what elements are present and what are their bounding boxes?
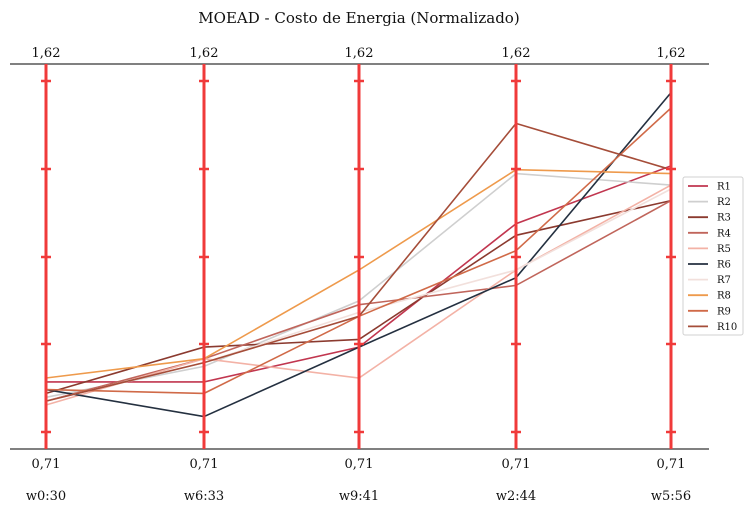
legend-label: R9	[717, 306, 731, 317]
axis-name-label: w0:30	[26, 489, 66, 504]
legend-label: R8	[717, 291, 731, 302]
legend-label: R3	[717, 213, 731, 224]
axis-name-label: w2:44	[496, 489, 536, 504]
legend-label: R4	[717, 228, 731, 239]
legend-item: R4	[688, 228, 731, 239]
axes-layer	[41, 64, 676, 449]
legend-item: R7	[688, 275, 731, 286]
legend: R1 R2 R3 R4 R5 R6 R7 R8 R9 R10	[682, 176, 744, 336]
axis-top-label: 1,62	[32, 46, 61, 61]
labels-layer: 1,62 0,71 w0:30 1,62 0,71 w6:33 1,62 0,71 w9:41 1…	[26, 46, 691, 504]
legend-label: R5	[717, 244, 731, 255]
legend-item: R5	[688, 244, 731, 255]
legend-item: R6	[688, 260, 731, 271]
axis-bottom-label: 0,71	[502, 457, 531, 472]
legend-label: R7	[717, 275, 731, 286]
legend-item: R2	[688, 197, 731, 208]
legend-label: R2	[717, 197, 731, 208]
axis-bottom-label: 0,71	[190, 457, 219, 472]
axis-name-label: w5:56	[651, 489, 691, 504]
axis-top-label: 1,62	[657, 46, 686, 61]
axis-bottom-label: 0,71	[657, 457, 686, 472]
axis-name-label: w9:41	[339, 489, 379, 504]
axis-bottom-label: 0,71	[32, 457, 61, 472]
axis-top-label: 1,62	[502, 46, 531, 61]
axis-top-label: 1,62	[190, 46, 219, 61]
legend-item: R8	[688, 291, 731, 302]
chart-title: MOEAD - Costo de Energia (Normalizado)	[198, 9, 519, 27]
legend-item: R3	[688, 213, 731, 224]
legend-label: R6	[717, 260, 731, 271]
legend-label: R1	[717, 182, 731, 193]
axis-top-label: 1,62	[345, 46, 374, 61]
legend-item: R9	[688, 306, 731, 317]
legend-item: R1	[688, 182, 731, 193]
axis-bottom-label: 0,71	[345, 457, 374, 472]
axis-name-label: w6:33	[184, 489, 224, 504]
legend-item: R10	[688, 322, 737, 333]
legend-label: R10	[717, 322, 737, 333]
